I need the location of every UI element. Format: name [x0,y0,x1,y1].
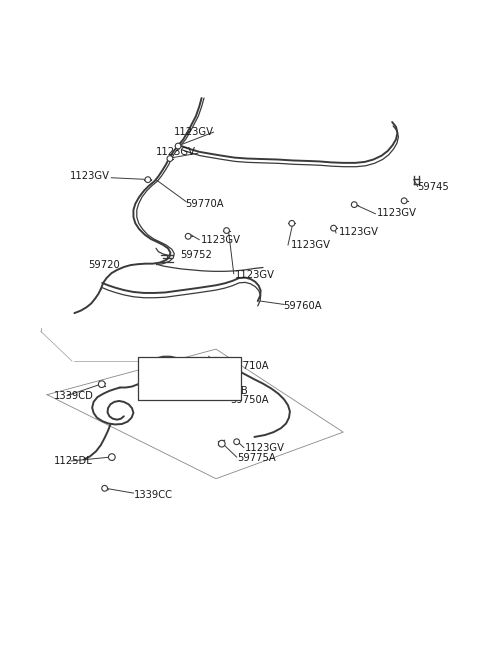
Text: 1123GV: 1123GV [235,270,275,280]
Text: 1123GV: 1123GV [377,208,417,218]
Circle shape [289,221,295,226]
Text: 1123GV: 1123GV [245,443,285,453]
Text: 1123GV: 1123GV [70,172,109,181]
Circle shape [351,202,357,208]
Bar [138,357,241,400]
Circle shape [401,198,407,204]
Circle shape [108,454,115,460]
Text: 59720: 59720 [88,260,120,270]
Text: 1125DL: 1125DL [54,456,93,466]
Text: 59710A: 59710A [230,361,269,371]
Text: 59745: 59745 [418,182,449,192]
Circle shape [98,381,105,388]
Text: 1123GV: 1123GV [201,234,240,245]
Text: 59760A: 59760A [283,301,322,311]
Text: 1123GV: 1123GV [338,227,378,238]
Circle shape [102,485,108,491]
Text: 59711B: 59711B [209,386,248,396]
Text: 59750A: 59750A [230,396,269,405]
Circle shape [224,228,229,233]
Circle shape [218,440,225,447]
Circle shape [234,439,240,445]
Text: 1339CD: 1339CD [54,390,94,401]
Text: 1123GV: 1123GV [156,147,196,157]
Circle shape [145,177,151,183]
Text: 59770A: 59770A [185,198,223,209]
Text: 59775A: 59775A [238,453,276,463]
Circle shape [175,143,181,149]
Circle shape [167,156,173,161]
Text: 59752: 59752 [180,250,212,261]
Circle shape [331,225,336,231]
Text: 1339CC: 1339CC [133,489,172,500]
Circle shape [201,373,207,379]
Text: 1123GV: 1123GV [290,240,330,250]
Text: 1123GV: 1123GV [174,126,214,137]
Circle shape [185,233,191,239]
Text: 1125DD: 1125DD [141,375,186,384]
